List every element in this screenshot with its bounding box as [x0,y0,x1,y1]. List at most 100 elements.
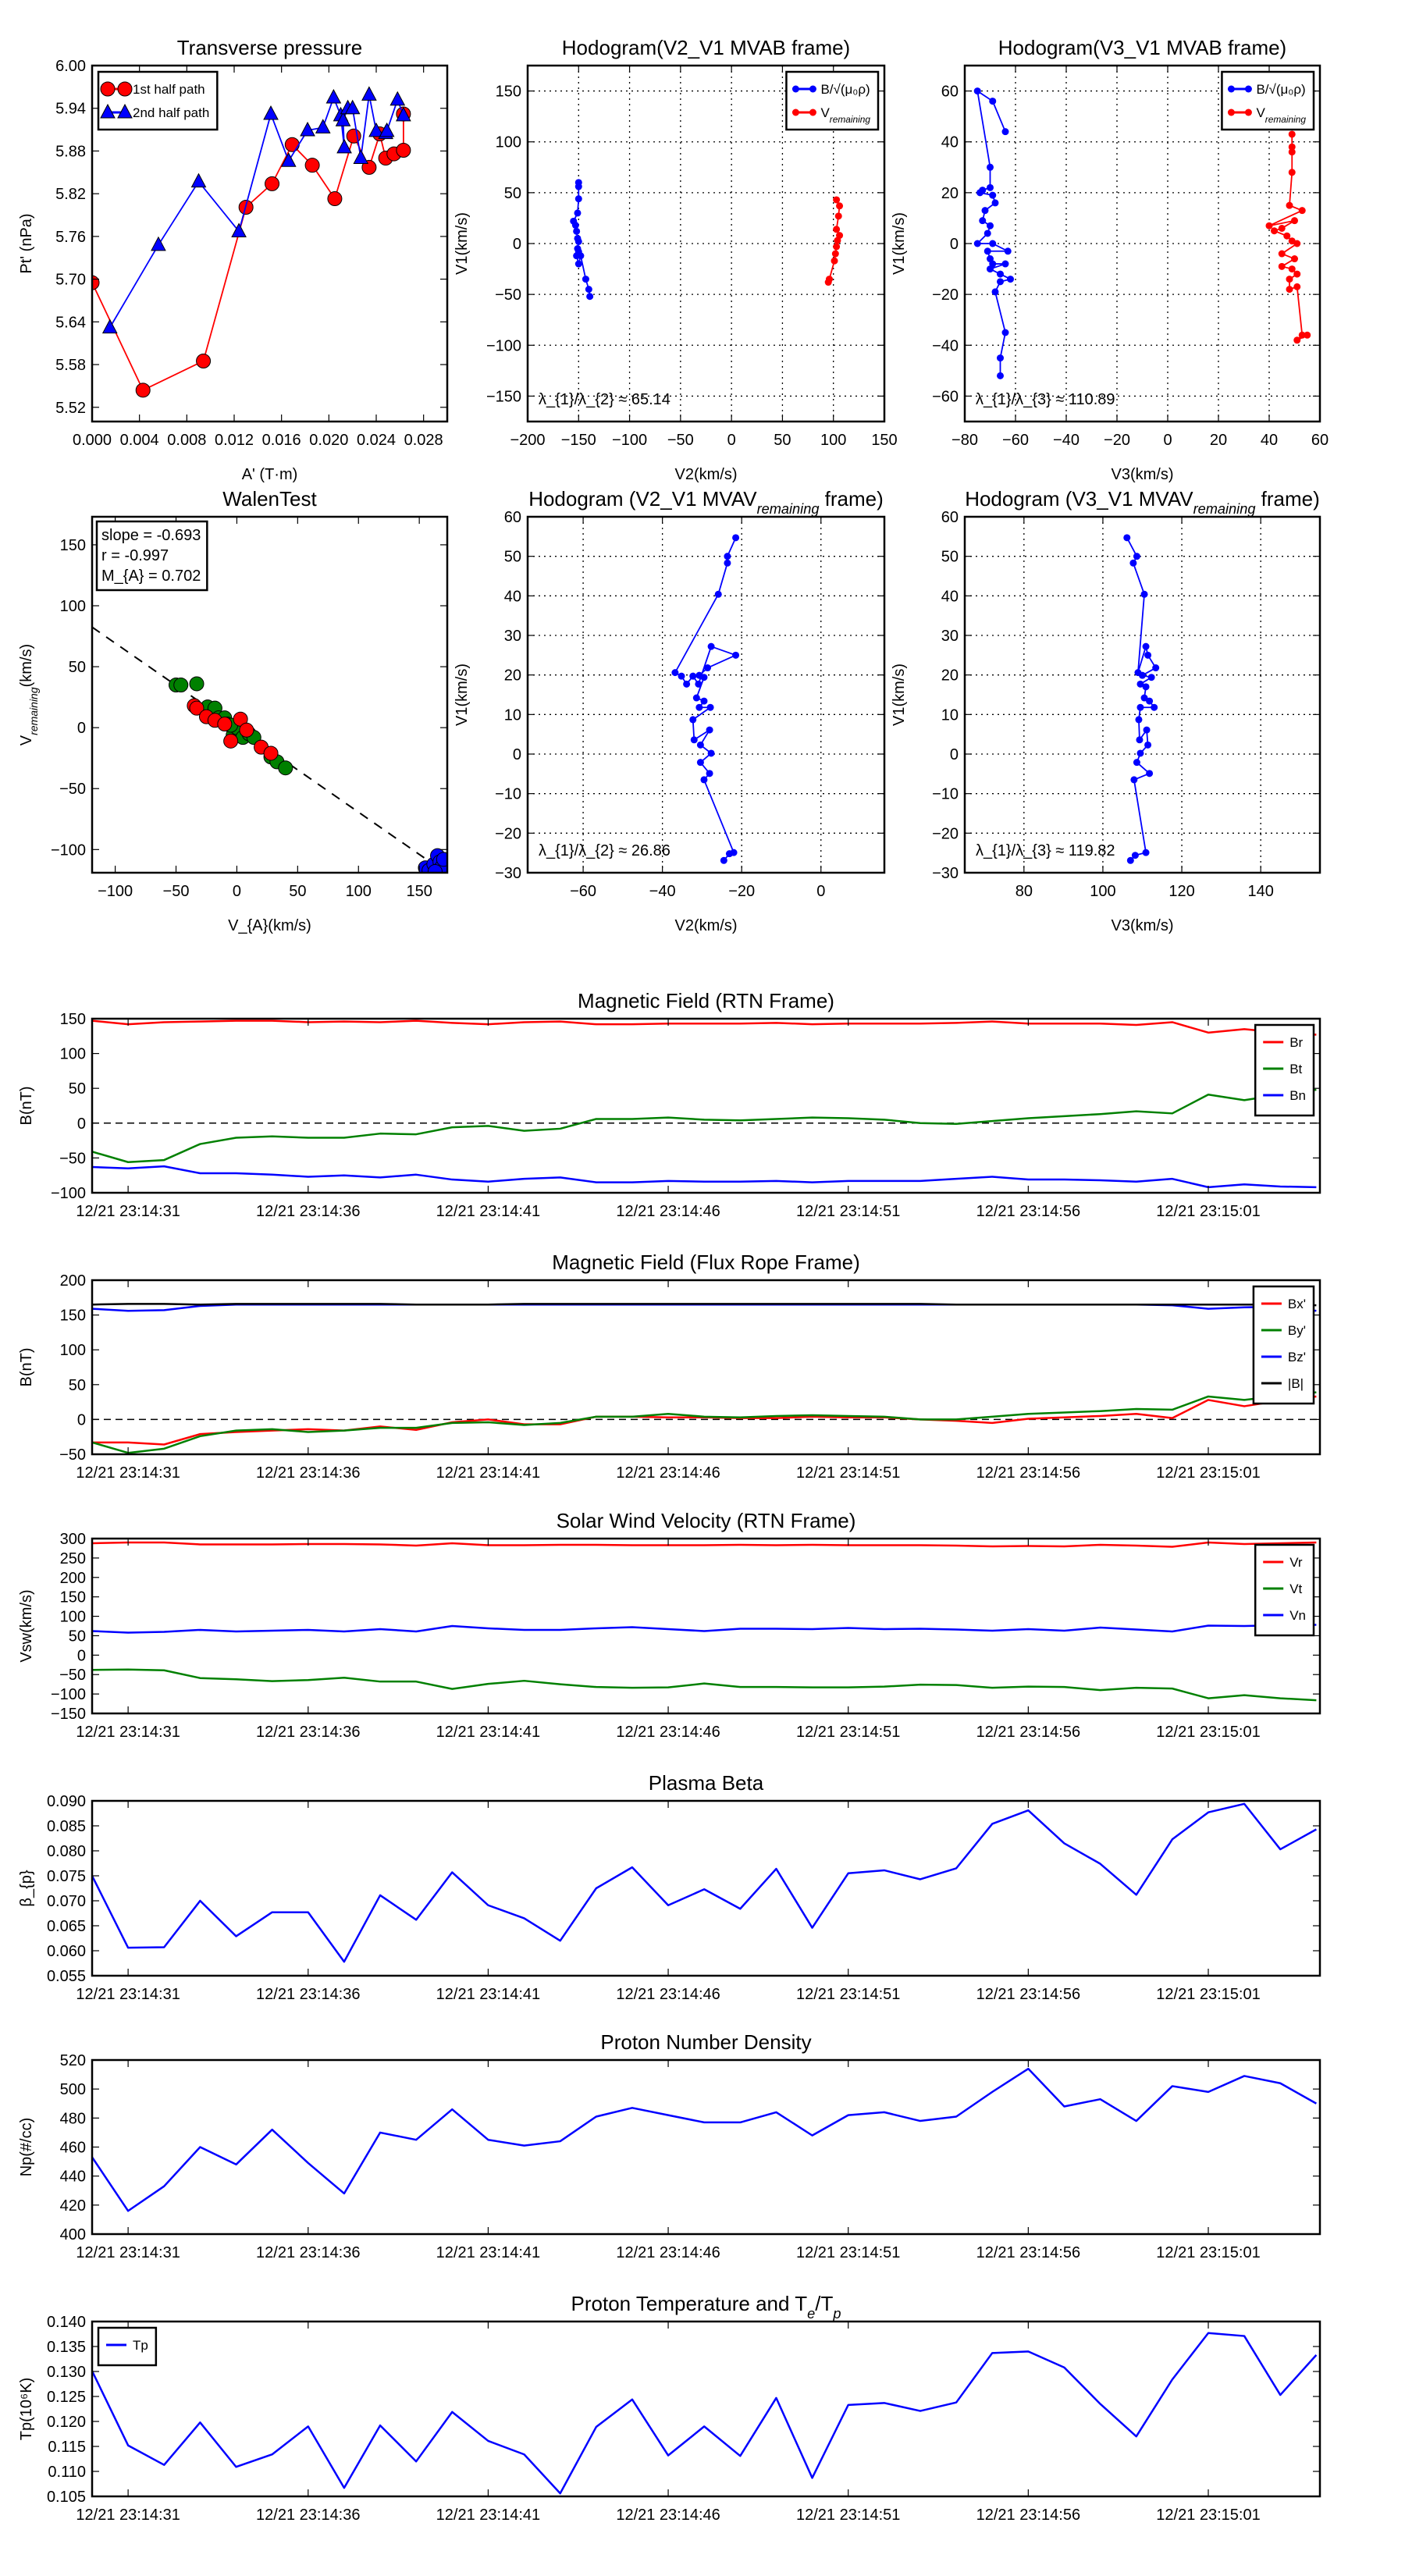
legend-label: |B| [1288,1376,1304,1391]
legend-marker [1227,85,1235,93]
series-1-point [833,226,841,233]
series-0-point [696,759,704,767]
y-tick-label: 50 [69,1628,86,1645]
x-tick-label: 0.024 [357,432,396,449]
y-axis-label: Pt' (nPa) [18,213,35,273]
series-1-point [344,99,361,115]
series-0-point [706,703,714,711]
y-axis-label: Np(#/cc) [18,2118,35,2177]
series-0-point [585,286,592,294]
series-0-point [1144,651,1152,659]
series-0-point [1146,697,1154,705]
y-tick-label: −50 [59,1446,86,1464]
legend-marker [809,85,816,93]
legend-box [785,70,880,131]
series-1-point [368,122,384,137]
y-tick-label: 0.085 [47,1818,86,1835]
series-1-point [101,318,118,334]
y-tick-label: −20 [495,825,521,842]
y-tick-label: −100 [486,337,521,354]
series-0-point [997,372,1004,379]
series-1-line [92,1391,1317,1454]
legend-box [1254,1543,1315,1637]
x-tick-label: 60 [1311,432,1329,449]
series-1-point [263,745,279,761]
y-tick-label: −50 [59,1667,86,1684]
series-0-point [573,227,581,235]
y-tick-label: 0.105 [47,2489,86,2506]
y-tick-label: 460 [60,2140,86,2157]
x-tick-label: 40 [1261,432,1278,449]
x-tick-label: 12/21 23:14:51 [796,2507,900,2524]
series-0-point [135,382,151,398]
hodogram-v3-v1-mvav-chart: 80 100 120 140 −30 −20 −10 0 10 20 30 40 50 60 Hodogra… [891,487,1321,934]
series-0-point [396,143,411,158]
chart-title: Transverse pressure [177,36,362,59]
series-0-point [683,680,691,688]
x-tick-label: 12/21 23:15:01 [1156,1464,1260,1482]
x-tick-label: 150 [871,432,897,449]
series-1-point [1288,130,1296,138]
series-1-point [239,722,254,738]
series-1-point [1288,148,1296,156]
x-tick-label: 0 [816,883,825,900]
x-tick-label: 12/21 23:14:36 [256,2507,360,2524]
x-tick-label: 12/21 23:15:01 [1156,1724,1260,1741]
series-1-point [1278,224,1286,232]
series-1-point [833,243,841,251]
plot-area [92,1802,1317,1963]
series-0-line [976,90,1012,376]
y-tick-label: 5.88 [55,143,86,160]
series-0-point [989,191,997,199]
x-tick-label: 0.008 [167,432,206,449]
y-tick-label: 0.110 [48,2464,86,2481]
series-1-point [217,716,233,731]
walen-stats-box: slope = -0.693 r = -0.997 M_{A} = 0.702 [95,520,208,592]
legend-box [97,2326,158,2367]
legend: 1st half path 2nd half path [97,70,219,131]
series-0-point [1151,703,1158,711]
series-1-point [280,152,297,167]
series-1-point [1286,276,1293,283]
legend-box [97,70,219,131]
series-0-point [690,736,698,744]
eigenvalue-ratio-label: λ_{1}/λ_{2} ≈ 26.86 [539,842,670,859]
series-1-point [231,222,247,237]
y-tick-label: −20 [932,286,959,304]
axes-frame [91,64,449,423]
legend: Vr Vt Vn [1254,1543,1315,1637]
plot-area [92,86,411,398]
y-tick-label: −60 [932,388,959,405]
series-0-point [173,678,189,693]
series-0-point [987,163,994,171]
legend-label: Br [1289,1035,1303,1050]
legend: B/√(μ₀ρ) Vremaining [1221,70,1315,131]
y-tick-label: 0.060 [47,1943,86,1960]
series-0-line [92,1541,1317,1548]
series-0-point [696,741,704,749]
series-1-point [1271,227,1278,235]
series-0-point [692,694,700,702]
legend-label: 2nd half path [133,105,209,120]
series-0-point [574,183,582,190]
legend-label: B/√(μ₀ρ) [1256,82,1305,97]
series-0-point [991,199,999,207]
x-tick-label: 0.012 [215,432,254,449]
y-tick-label: 0.140 [47,2314,86,2331]
y-tick-label: 150 [60,1011,86,1028]
series-0-point [707,642,715,650]
series-1-point [1291,217,1298,225]
series-0-point [689,716,697,724]
y-tick-label: 0.075 [47,1868,86,1885]
x-tick-label: 0.020 [309,432,348,449]
series-0-point [574,209,582,217]
y-axis-label: Tp(10⁶K) [18,2378,35,2440]
x-tick-label: 12/21 23:14:56 [976,2507,1080,2524]
series-0-point [973,240,981,247]
series-0-point [671,669,679,677]
y-tick-label: 10 [941,706,959,724]
series-0-point [1001,128,1009,136]
legend-item: B/√(μ₀ρ) [791,82,870,97]
x-tick-label: −200 [510,432,545,449]
plot-area [570,179,844,301]
